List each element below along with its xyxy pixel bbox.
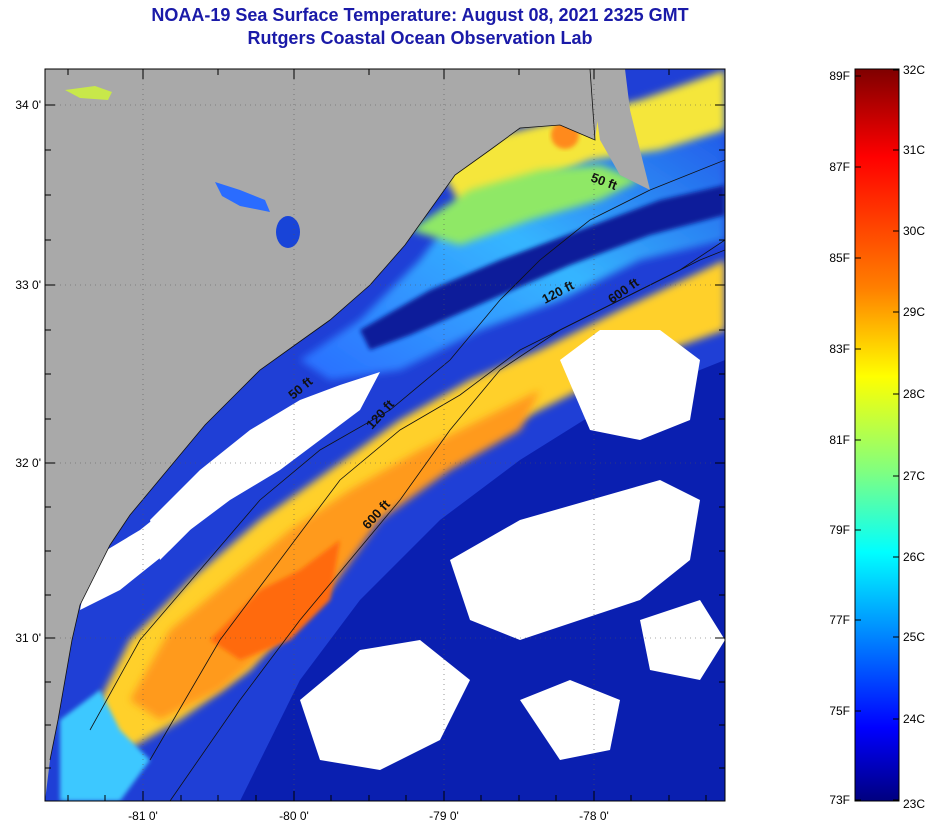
colorbar-f-label-89: 89F <box>829 69 850 83</box>
colorbar-gradient <box>854 68 900 802</box>
colorbar-c-label-28: 28C <box>903 387 925 401</box>
colorbar-f-label-81: 81F <box>829 433 850 447</box>
map-frame <box>44 68 726 802</box>
lat-tick-label-34: 34 0' <box>15 98 41 112</box>
colorbar-c-label-29: 29C <box>903 305 925 319</box>
colorbar-c-label-32: 32C <box>903 63 925 77</box>
colorbar-f-label-83: 83F <box>829 342 850 356</box>
colorbar-f-label-85: 85F <box>829 251 850 265</box>
colorbar-c-label-24: 24C <box>903 712 925 726</box>
colorbar-f-label-79: 79F <box>829 523 850 537</box>
colorbar-c-label-26: 26C <box>903 550 925 564</box>
lon-tick-label-80: -80 0' <box>279 809 309 823</box>
sst-raster <box>45 69 725 801</box>
lat-tick-label-31: 31 0' <box>15 631 41 645</box>
graticule <box>45 69 725 801</box>
colorbar-c-label-25: 25C <box>903 630 925 644</box>
colorbar-f-label-73: 73F <box>829 793 850 807</box>
lat-tick-label-32: 32 0' <box>15 456 41 470</box>
colorbar-f-label-77: 77F <box>829 613 850 627</box>
tick-marks <box>45 69 725 801</box>
colorbar-c-label-27: 27C <box>903 469 925 483</box>
title-line-2: Rutgers Coastal Ocean Observation Lab <box>247 28 593 48</box>
lat-tick-label-33: 33 0' <box>15 278 41 292</box>
lon-tick-label-78: -78 0' <box>579 809 609 823</box>
colorbar: 89F 87F 85F 83F 81F 79F 77F 75F 73F 32C … <box>829 63 925 811</box>
colorbar-f-label-87: 87F <box>829 160 850 174</box>
title-line-1: NOAA-19 Sea Surface Temperature: August … <box>151 5 689 25</box>
colorbar-c-label-31: 31C <box>903 143 925 157</box>
lon-tick-label-81: -81 0' <box>128 809 158 823</box>
colorbar-f-label-75: 75F <box>829 704 850 718</box>
colorbar-c-label-23: 23C <box>903 797 925 811</box>
lon-tick-label-79: -79 0' <box>429 809 459 823</box>
colorbar-c-label-30: 30C <box>903 224 925 238</box>
